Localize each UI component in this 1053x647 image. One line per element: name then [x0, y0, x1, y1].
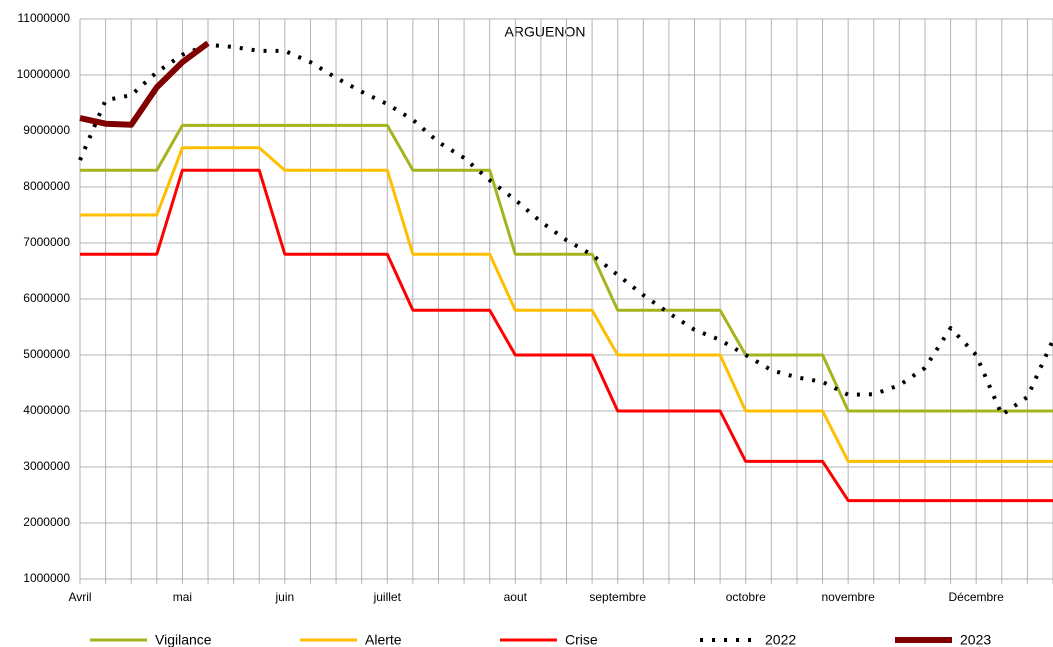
series-line: [80, 146, 1053, 463]
y-tick-label: 2000000: [23, 515, 70, 529]
chart-title: ARGUENON: [505, 24, 586, 40]
x-tick-label: juin: [274, 590, 294, 604]
y-tick-label: 3000000: [23, 459, 70, 473]
y-tick-label: 11000000: [18, 11, 71, 25]
legend-label: Vigilance: [155, 632, 212, 647]
series-line: [79, 40, 210, 128]
legend-label: 2022: [765, 632, 796, 647]
y-tick-label: 8000000: [23, 179, 70, 193]
y-tick-label: 6000000: [23, 291, 70, 305]
series-line: [78, 42, 1053, 417]
x-tick-label: mai: [173, 590, 192, 604]
x-tick-label: novembre: [821, 590, 875, 604]
y-tick-label: 5000000: [23, 347, 70, 361]
series-line: [80, 168, 1053, 503]
x-tick-label: Décembre: [949, 590, 1005, 604]
y-tick-label: 9000000: [23, 123, 70, 137]
y-tick-label: 10000000: [17, 67, 71, 81]
x-tick-label: juillet: [373, 590, 402, 604]
x-tick-label: octobre: [726, 590, 766, 604]
legend-label: Crise: [565, 632, 598, 647]
plot: 1000000 2000000 3000000 4000000 5000000 60000…: [17, 11, 1053, 647]
legend-label: Alerte: [365, 632, 402, 647]
x-tick-label: septembre: [589, 590, 646, 604]
x-tick-label: Avril: [68, 590, 91, 604]
y-tick-label: 7000000: [23, 235, 70, 249]
y-tick-label: 1000000: [23, 571, 70, 585]
x-tick-label: aout: [504, 590, 528, 604]
legend-label: 2023: [960, 632, 991, 647]
series-line: [80, 123, 1053, 413]
y-tick-label: 4000000: [23, 403, 70, 417]
